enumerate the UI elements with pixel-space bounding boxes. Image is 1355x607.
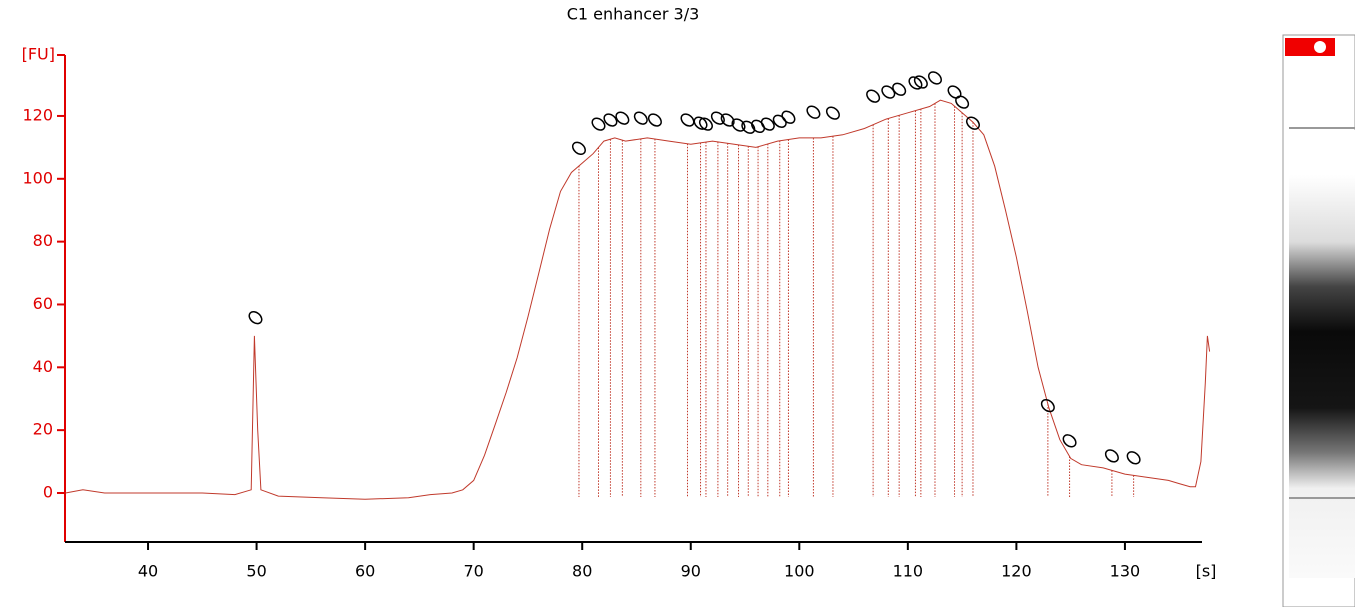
x-axis-label: [s]: [1196, 562, 1217, 581]
peak-marker: [892, 82, 907, 96]
peak-marker: [1104, 449, 1119, 463]
x-tick-label: 120: [1001, 562, 1032, 581]
x-tick-label: 110: [893, 562, 924, 581]
trace: [65, 99, 1211, 500]
peak-marker: [806, 105, 821, 119]
peak-marker: [760, 117, 775, 131]
peak-marker: [615, 111, 630, 125]
x-tick-label: 50: [246, 562, 266, 581]
x-tick-label: 130: [1110, 562, 1141, 581]
peak-marker: [1126, 451, 1141, 465]
peak-marker: [1040, 398, 1055, 413]
x-tick-label: 90: [681, 562, 701, 581]
peak-marker: [825, 106, 840, 120]
y-axis-label: [FU]: [22, 45, 55, 64]
x-tick-label: 100: [784, 562, 815, 581]
x-tick-label: 40: [138, 562, 158, 581]
y-tick-label: 120: [22, 105, 53, 124]
y-tick-label: 60: [33, 294, 53, 313]
x-tick-label: 60: [355, 562, 375, 581]
gel-lane: [1282, 34, 1355, 607]
x-tick-label: 70: [463, 562, 483, 581]
peak-marker: [571, 141, 586, 155]
peak-marker: [927, 71, 942, 85]
peak-marker: [680, 113, 695, 127]
peak-marker: [781, 110, 796, 124]
y-tick-label: 0: [43, 482, 53, 501]
peak-marker: [965, 116, 980, 130]
y-tick-label: 20: [33, 420, 53, 439]
chart-title: C1 enhancer 3/3: [567, 5, 700, 24]
peak-marker: [647, 113, 662, 127]
peak-marker: [633, 111, 648, 125]
peak-marker: [591, 117, 606, 131]
x-tick-label: 80: [572, 562, 592, 581]
peak-marker: [603, 113, 618, 127]
y-tick-label: 100: [22, 168, 53, 187]
y-tick-label: 40: [33, 357, 53, 376]
peak-marker: [698, 117, 713, 131]
peak-marker: [866, 89, 881, 103]
peak-marker: [248, 311, 263, 325]
peak-marker: [913, 75, 928, 89]
peak-marker: [1062, 434, 1077, 448]
peak-marker: [693, 116, 708, 130]
peak-marker: [947, 85, 962, 99]
y-tick-label: 80: [33, 231, 53, 250]
peak-marker: [881, 85, 896, 99]
peak-marker: [955, 95, 970, 109]
